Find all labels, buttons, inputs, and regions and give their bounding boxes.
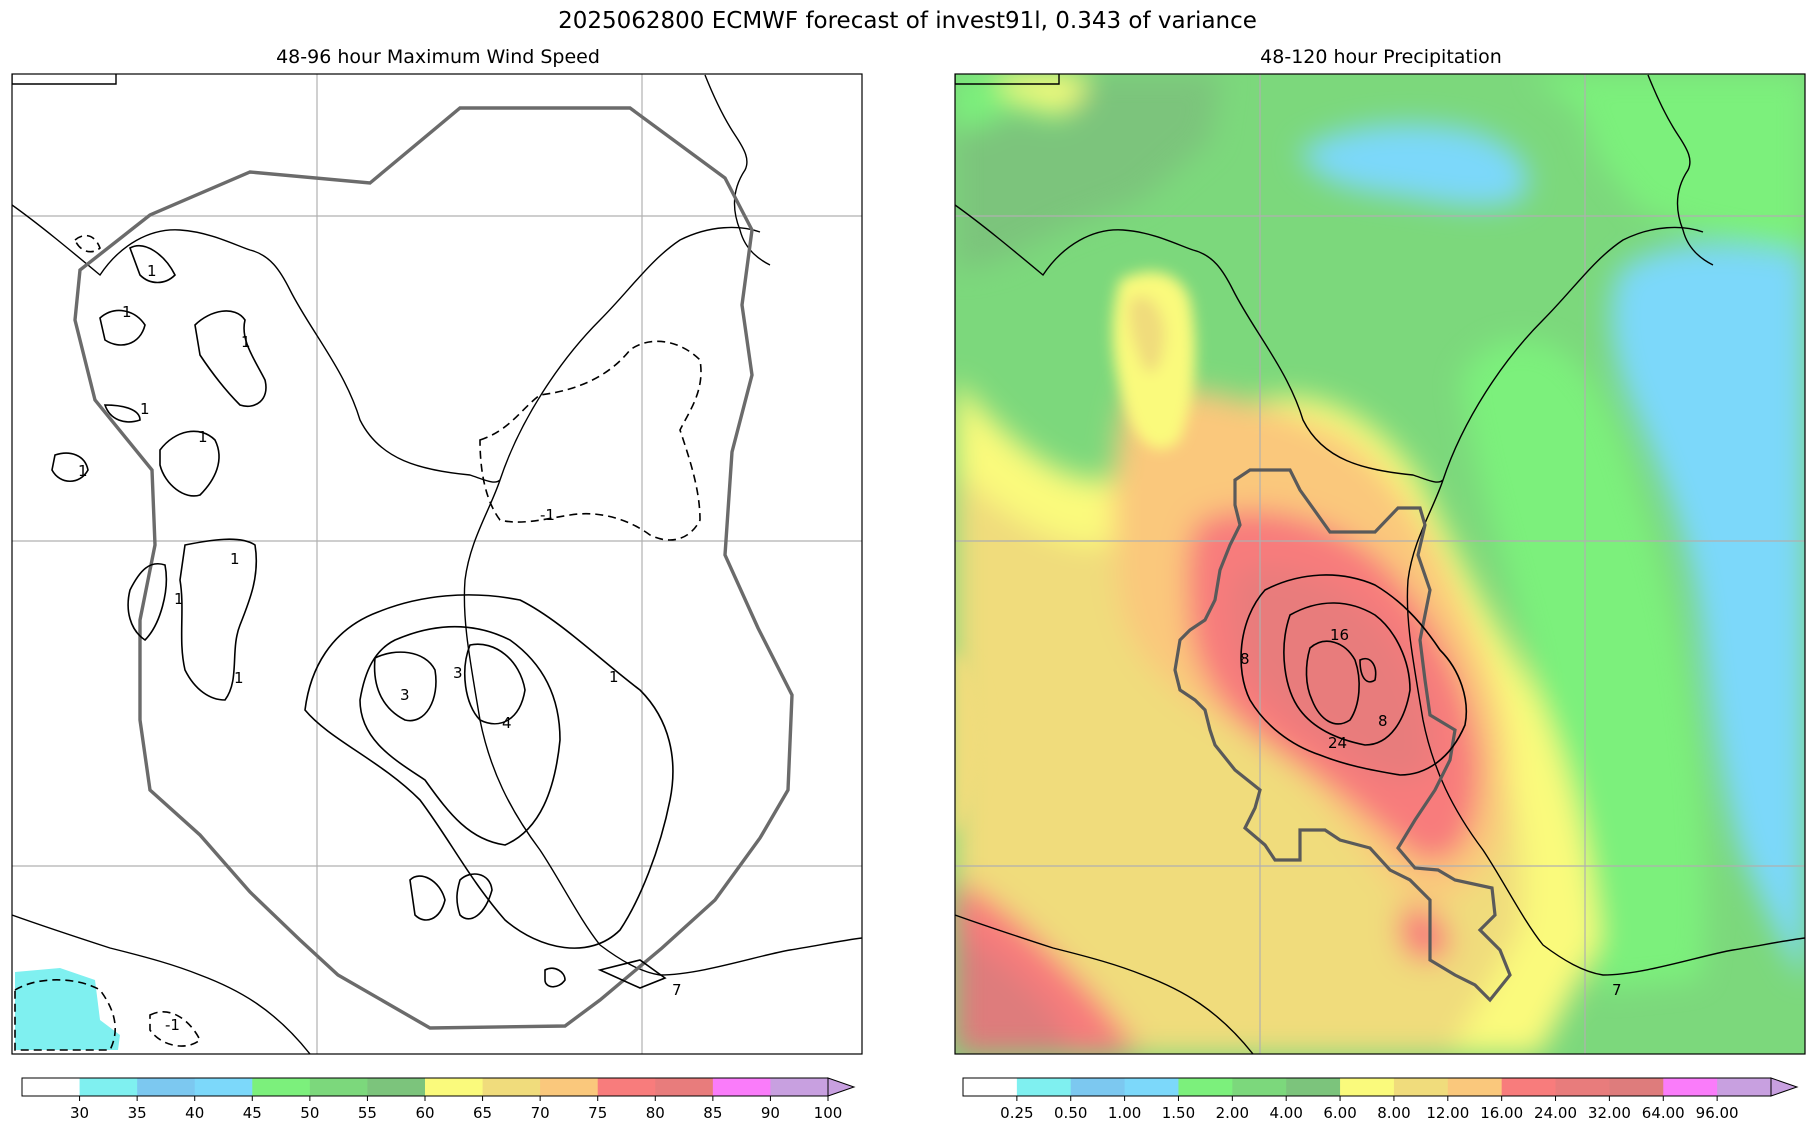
- colorbar-tick-label: 64.00: [1642, 1104, 1685, 1122]
- wind-contour-labels: 1 1 1 1 1 1 1 1 1 3 3 4 1 -1 -1 7: [78, 262, 682, 1034]
- colorbar-extend-arrow: [1770, 1077, 1799, 1097]
- wind-map: 1 1 1 1 1 1 1 1 1 3 3 4 1 -1 -1 7: [11, 73, 863, 1055]
- colorbar-tick-label: 40: [185, 1104, 204, 1122]
- wind-contour-label: 1: [609, 668, 619, 686]
- colorbar-tick-label: 55: [358, 1104, 377, 1122]
- colorbar-swatch: [1717, 1078, 1772, 1096]
- colorbar-swatch: [22, 1078, 81, 1096]
- colorbar-tick-label: 8.00: [1377, 1104, 1410, 1122]
- colorbar-tick-label: 32.00: [1588, 1104, 1631, 1122]
- wind-contours-dashed: [14, 234, 702, 1051]
- left-panel-title: 48-96 hour Maximum Wind Speed: [276, 46, 600, 68]
- colorbar-tick-label: 1.50: [1162, 1104, 1195, 1122]
- wind-colorbar: 30 35 40 45 50 55 60 65 70 75 80 85 90 100: [21, 1077, 856, 1122]
- precip-contours: [1240, 574, 1468, 776]
- wind-contour-label: 1: [174, 590, 184, 608]
- precip-coastline: [955, 74, 1805, 1054]
- wind-cone-outline: [73, 106, 794, 1030]
- colorbar-swatch: [1501, 1078, 1557, 1096]
- wind-contour-label: 1: [230, 550, 240, 568]
- wind-contours: [51, 245, 674, 989]
- colorbar-tick-label: 45: [243, 1104, 262, 1122]
- wind-contour-label: 1: [140, 400, 150, 418]
- precip-colorbar: 0.25 0.50 1.00 1.50 2.00 4.00 6.00 8.00 12.00 16.…: [962, 1077, 1799, 1122]
- colorbar-tick-label: 85: [703, 1104, 722, 1122]
- precip-contour-labels: 8 16 24 8 7: [1240, 626, 1622, 999]
- colorbar-swatch: [1070, 1078, 1126, 1096]
- colorbar-tick-label: 65: [473, 1104, 492, 1122]
- colorbar-swatch: [194, 1078, 253, 1096]
- colorbar-tick-label: 70: [531, 1104, 550, 1122]
- wind-contour-label: 1: [122, 303, 132, 321]
- colorbar-swatch: [1340, 1078, 1395, 1096]
- colorbar-swatch: [482, 1078, 541, 1096]
- wind-contour-label: 1: [147, 262, 157, 280]
- colorbar-tick-label: 0.50: [1054, 1104, 1087, 1122]
- colorbar-swatch: [770, 1078, 829, 1096]
- colorbar-swatch: [1663, 1078, 1718, 1096]
- colorbar-tick-label: 6.00: [1323, 1104, 1356, 1122]
- colorbar-tick-label: 30: [70, 1104, 89, 1122]
- precip-contour-label: 8: [1240, 650, 1250, 668]
- colorbar-tick-label: 4.00: [1269, 1104, 1302, 1122]
- colorbar-swatch: [712, 1078, 771, 1096]
- colorbar-swatch: [540, 1078, 599, 1096]
- right-panel-title: 48-120 hour Precipitation: [1260, 46, 1502, 68]
- precip-contour-label: 24: [1328, 734, 1347, 752]
- colorbar-swatch: [597, 1078, 656, 1096]
- colorbar-extend-arrow: [827, 1077, 856, 1097]
- wind-contour-label: 1: [198, 428, 208, 446]
- colorbar-tick-label: 0.25: [1000, 1104, 1033, 1122]
- colorbar-tick-label: 16.00: [1480, 1104, 1523, 1122]
- colorbar-swatch: [1178, 1078, 1233, 1096]
- colorbar-swatch: [425, 1078, 484, 1096]
- colorbar-tick-label: 75: [588, 1104, 607, 1122]
- colorbar-swatch: [137, 1078, 196, 1096]
- colorbar-tick-label: 100: [814, 1104, 843, 1122]
- wind-contour-label: 1: [241, 333, 251, 351]
- wind-contour-label: -1: [540, 506, 555, 524]
- colorbar-swatch: [1124, 1078, 1179, 1096]
- wind-contour-label: 3: [400, 686, 410, 704]
- colorbar-tick-label: 50: [300, 1104, 319, 1122]
- colorbar-swatch: [1286, 1078, 1341, 1096]
- colorbar-swatch: [1016, 1078, 1072, 1096]
- wind-contour-label: -1: [165, 1016, 180, 1034]
- colorbar-swatch: [1232, 1078, 1287, 1096]
- colorbar-tick-label: 2.00: [1216, 1104, 1249, 1122]
- colorbar-tick-label: 35: [128, 1104, 147, 1122]
- wind-contour-label: 4: [502, 714, 512, 732]
- wind-contour-label: 3: [453, 664, 463, 682]
- colorbar-tick-label: 96.00: [1696, 1104, 1739, 1122]
- wind-contour-label: 1: [78, 462, 88, 480]
- precip-contour-label: 8: [1378, 712, 1388, 730]
- precip-map: 8 16 24 8 7: [954, 73, 1806, 1055]
- colorbar-swatch: [1393, 1078, 1449, 1096]
- colorbar-swatch: [963, 1078, 1018, 1096]
- precip-outline-8: [1173, 468, 1512, 1003]
- colorbar-swatch: [655, 1078, 714, 1096]
- precip-contour-label: 7: [1612, 981, 1622, 999]
- colorbar-swatch: [1447, 1078, 1503, 1096]
- colorbar-tick-label: 12.00: [1426, 1104, 1469, 1122]
- colorbar-swatch: [252, 1078, 311, 1096]
- colorbar-tick-label: 1.00: [1108, 1104, 1141, 1122]
- colorbar-swatch: [79, 1078, 138, 1096]
- colorbar-tick-label: 80: [646, 1104, 665, 1122]
- wind-shading-30-35: [15, 968, 120, 1050]
- colorbar-swatch: [367, 1078, 426, 1096]
- colorbar-swatch: [1555, 1078, 1610, 1096]
- wind-contour-label: 7: [672, 981, 682, 999]
- precip-gridlines: [955, 74, 1805, 1054]
- colorbar-tick-label: 90: [761, 1104, 780, 1122]
- figure-title: 2025062800 ECMWF forecast of invest91l, …: [558, 8, 1257, 34]
- precip-contour-label: 16: [1330, 626, 1349, 644]
- colorbar-tick-label: 60: [415, 1104, 434, 1122]
- colorbar-swatch: [309, 1078, 368, 1096]
- colorbar-tick-label: 24.00: [1534, 1104, 1577, 1122]
- wind-contour-label: 1: [234, 669, 244, 687]
- colorbar-swatch: [1609, 1078, 1664, 1096]
